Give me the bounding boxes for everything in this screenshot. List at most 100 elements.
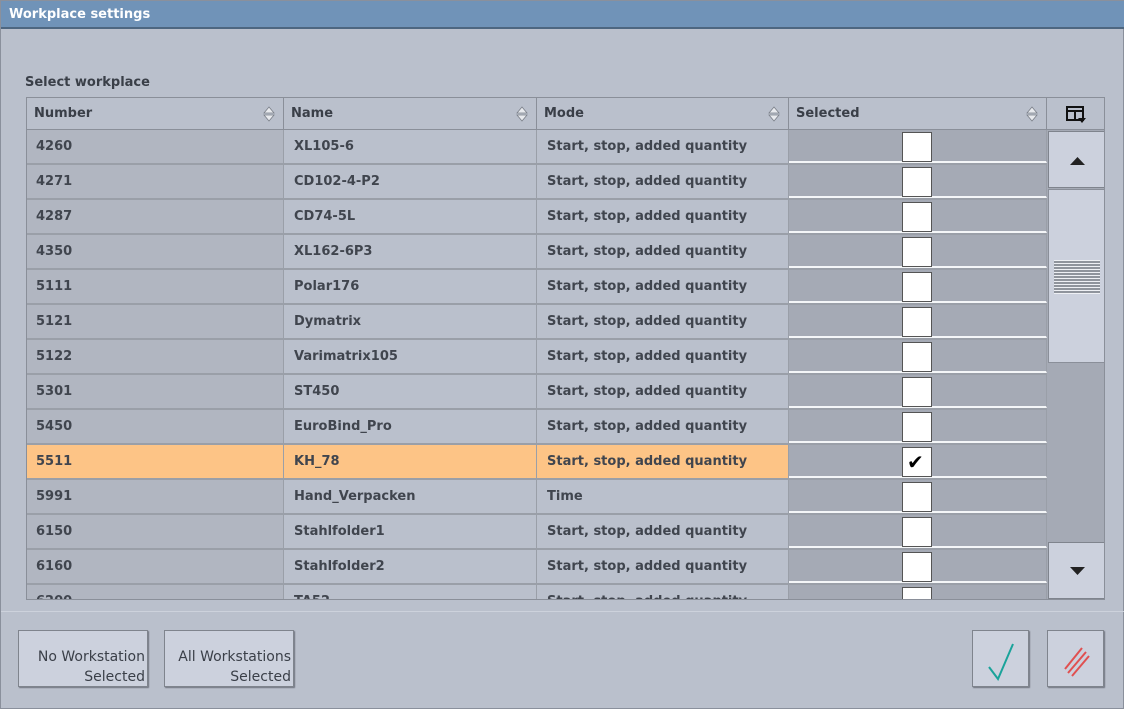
cell-mode: Start, stop, added quantity bbox=[537, 375, 789, 408]
cell-mode: Start, stop, added quantity bbox=[537, 410, 789, 443]
cell-mode: Start, stop, added quantity bbox=[537, 515, 789, 548]
cell-selected bbox=[789, 480, 1047, 513]
selected-checkbox[interactable] bbox=[902, 587, 932, 599]
column-header-selected[interactable]: Selected bbox=[789, 98, 1047, 130]
table-row[interactable]: 6200TA52Start, stop, added quantity bbox=[27, 585, 1047, 599]
selected-checkbox[interactable] bbox=[902, 307, 932, 337]
table-row[interactable]: 6150 Stahlfolder1 Start, stop, added quant… bbox=[27, 515, 1047, 550]
selected-checkbox[interactable] bbox=[902, 272, 932, 302]
cell-mode: Start, stop, added quantity bbox=[537, 235, 789, 268]
cell-mode: Start, stop, added quantity bbox=[537, 165, 789, 198]
selected-checkbox[interactable] bbox=[902, 202, 932, 232]
cell-number: 4287 bbox=[27, 200, 284, 233]
cell-name: XL105-6 bbox=[284, 130, 537, 163]
sort-icon bbox=[263, 106, 275, 122]
table-row[interactable]: 5111 Polar176 Start, stop, added quantity bbox=[27, 270, 1047, 305]
selected-checkbox[interactable] bbox=[902, 132, 932, 162]
cell-selected bbox=[789, 130, 1047, 163]
cell-name: XL162-6P3 bbox=[284, 235, 537, 268]
cell-name: ST450 bbox=[284, 375, 537, 408]
cell-number: 5450 bbox=[27, 410, 284, 443]
vertical-scrollbar[interactable] bbox=[1047, 130, 1104, 599]
cell-mode: Time bbox=[537, 480, 789, 513]
scroll-down-button[interactable] bbox=[1048, 542, 1104, 599]
cell-name: TA52 bbox=[284, 585, 537, 599]
grip-icon bbox=[1054, 260, 1100, 294]
cell-number: 6160 bbox=[27, 550, 284, 583]
column-header-label: Mode bbox=[544, 106, 584, 121]
sort-icon bbox=[516, 106, 528, 122]
cell-selected bbox=[789, 410, 1047, 443]
button-label: No Workstation bbox=[37, 649, 145, 665]
arrow-down-icon bbox=[1070, 567, 1085, 575]
table-row[interactable]: 5301 ST450 Start, stop, added quantity bbox=[27, 375, 1047, 410]
window-title: Workplace settings bbox=[1, 1, 1124, 29]
table-row[interactable]: 4260 XL105-6 Start, stop, added quantity bbox=[27, 130, 1047, 165]
table-row[interactable]: 5450 EuroBind_Pro Start, stop, added quant… bbox=[27, 410, 1047, 445]
cell-mode: Start, stop, added quantity bbox=[537, 130, 789, 163]
cell-number: 4260 bbox=[27, 130, 284, 163]
cell-number: 5301 bbox=[27, 375, 284, 408]
column-header-label: Selected bbox=[796, 106, 860, 121]
cell-selected bbox=[789, 375, 1047, 408]
selected-checkbox[interactable] bbox=[902, 552, 932, 582]
table-columns-icon bbox=[1066, 106, 1086, 123]
selected-checkbox[interactable] bbox=[902, 377, 932, 407]
column-chooser-button[interactable] bbox=[1047, 98, 1104, 130]
cell-name: CD74-5L bbox=[284, 200, 537, 233]
table-row[interactable]: 4271 CD102-4-P2 Start, stop, added quantit… bbox=[27, 165, 1047, 200]
cancel-slashes-icon bbox=[1064, 647, 1090, 677]
button-label: Selected bbox=[230, 669, 291, 685]
column-header-mode[interactable]: Mode bbox=[537, 98, 789, 130]
selected-checkbox[interactable] bbox=[902, 167, 932, 197]
selected-checkbox[interactable] bbox=[902, 482, 932, 512]
column-header-label: Name bbox=[291, 106, 334, 121]
table-row[interactable]: 5122 Varimatrix105 Start, stop, added quan… bbox=[27, 340, 1047, 375]
cancel-button[interactable] bbox=[1047, 630, 1104, 687]
cell-number: 5111 bbox=[27, 270, 284, 303]
scroll-up-button[interactable] bbox=[1048, 131, 1104, 188]
selected-checkbox[interactable] bbox=[902, 412, 932, 442]
table-row[interactable]: 5121 Dymatrix Start, stop, added quantity bbox=[27, 305, 1047, 340]
scrollbar-thumb[interactable] bbox=[1048, 189, 1104, 363]
table-row[interactable]: 6160 Stahlfolder2 Start, stop, added quant… bbox=[27, 550, 1047, 585]
cell-number: 5122 bbox=[27, 340, 284, 373]
column-header-number[interactable]: Number bbox=[27, 98, 284, 130]
cell-selected bbox=[789, 165, 1047, 198]
cell-selected bbox=[789, 270, 1047, 303]
cell-name: Polar176 bbox=[284, 270, 537, 303]
table-row[interactable]: 4287 CD74-5L Start, stop, added quantity bbox=[27, 200, 1047, 235]
cell-mode: Start, stop, added quantity bbox=[537, 340, 789, 373]
cell-number: 4271 bbox=[27, 165, 284, 198]
cell-mode: Start, stop, added quantity bbox=[537, 550, 789, 583]
column-header-label: Number bbox=[34, 106, 93, 121]
arrow-up-icon bbox=[1070, 157, 1085, 165]
cell-selected bbox=[789, 445, 1047, 479]
confirm-button[interactable] bbox=[972, 630, 1029, 687]
table-body: 4260 XL105-6 Start, stop, added quantity 42… bbox=[27, 130, 1047, 599]
cell-mode: Start, stop, added quantity bbox=[537, 585, 789, 599]
selected-checkbox[interactable] bbox=[902, 517, 932, 547]
selected-checkbox[interactable] bbox=[902, 342, 932, 372]
selected-checkbox[interactable] bbox=[902, 446, 932, 479]
cell-number: 4350 bbox=[27, 235, 284, 268]
table-row[interactable]: 5511 KH_78 Start, stop, added quantity bbox=[27, 445, 1047, 480]
cell-mode: Start, stop, added quantity bbox=[537, 445, 789, 478]
cell-name: CD102-4-P2 bbox=[284, 165, 537, 198]
cell-selected bbox=[789, 585, 1047, 599]
sort-icon bbox=[1026, 106, 1038, 122]
cell-selected bbox=[789, 200, 1047, 233]
no-workstation-selected-button[interactable]: No Workstation Selected bbox=[18, 630, 148, 687]
table-row[interactable]: 4350 XL162-6P3 Start, stop, added quantity bbox=[27, 235, 1047, 270]
cell-selected bbox=[789, 340, 1047, 373]
table-row[interactable]: 5991 Hand_Verpacken Time bbox=[27, 480, 1047, 515]
cell-number: 5991 bbox=[27, 480, 284, 513]
cell-mode: Start, stop, added quantity bbox=[537, 270, 789, 303]
cell-selected bbox=[789, 515, 1047, 548]
cell-mode: Start, stop, added quantity bbox=[537, 200, 789, 233]
cell-number: 5121 bbox=[27, 305, 284, 338]
workplace-table: Number Name Mode Selected 4260 XL105-6 Start,… bbox=[26, 97, 1105, 600]
selected-checkbox[interactable] bbox=[902, 237, 932, 267]
all-workstations-selected-button[interactable]: All Workstations Selected bbox=[164, 630, 294, 687]
column-header-name[interactable]: Name bbox=[284, 98, 537, 130]
